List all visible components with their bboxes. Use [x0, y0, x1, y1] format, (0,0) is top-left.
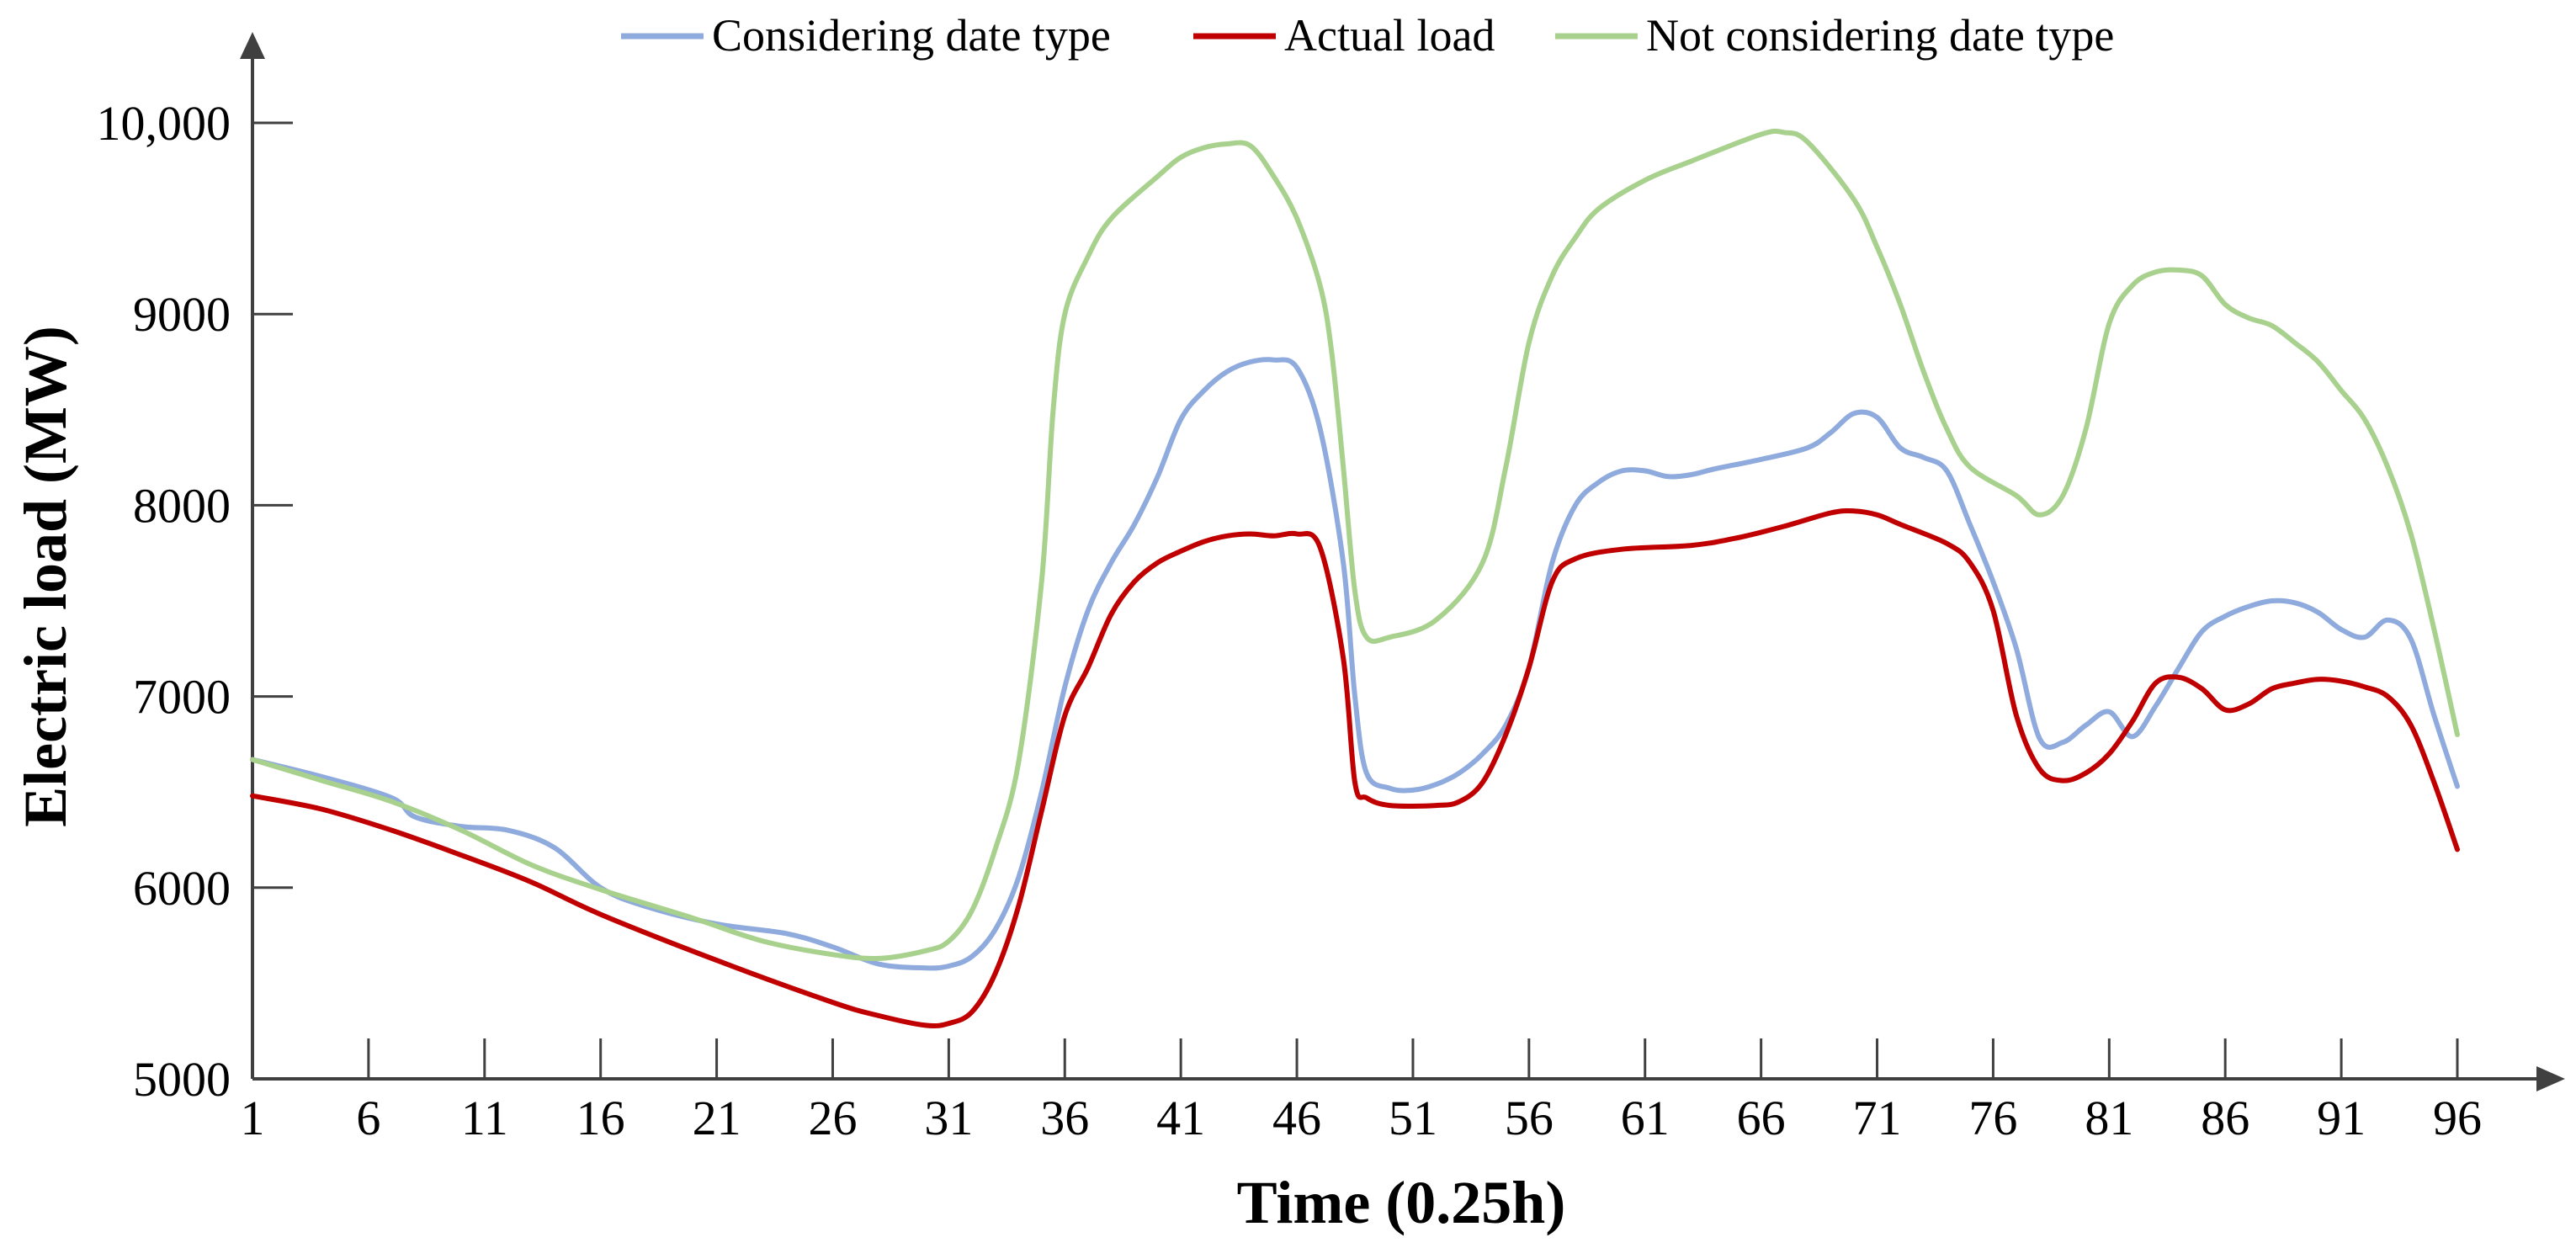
y-tick-label: 6000 — [133, 861, 231, 916]
x-tick-label: 66 — [1737, 1091, 1786, 1145]
legend-label-actual-load: Actual load — [1284, 10, 1495, 61]
x-tick-label: 56 — [1505, 1091, 1554, 1145]
x-tick-label: 26 — [808, 1091, 857, 1145]
x-axis-title: Time (0.25h) — [1237, 1169, 1566, 1236]
y-tick-label: 8000 — [133, 478, 231, 533]
legend-label-considering-date-type: Considering date type — [712, 10, 1111, 61]
x-tick-label: 1 — [241, 1091, 265, 1145]
x-tick-label: 21 — [693, 1091, 741, 1145]
x-tick-label: 31 — [924, 1091, 973, 1145]
series-line-not-considering-date-type — [250, 128, 2460, 962]
x-tick-label: 11 — [461, 1091, 508, 1145]
legend-label-not-considering-date-type: Not considering date type — [1646, 10, 2114, 61]
x-tick-label: 71 — [1853, 1091, 1902, 1145]
series-lines — [250, 128, 2460, 1029]
x-tick-label: 91 — [2317, 1091, 2366, 1145]
x-tick-label: 16 — [576, 1091, 625, 1145]
x-tick-label: 76 — [1968, 1091, 2017, 1145]
x-tick-label: 81 — [2085, 1091, 2133, 1145]
x-tick-label: 41 — [1156, 1091, 1205, 1145]
y-tick-label: 9000 — [133, 287, 231, 342]
y-tick-label: 5000 — [133, 1052, 231, 1107]
x-tick-label: 46 — [1272, 1091, 1321, 1145]
x-tick-label: 86 — [2201, 1091, 2249, 1145]
x-axis-arrow — [2536, 1066, 2565, 1091]
x-tick-label: 36 — [1040, 1091, 1089, 1145]
x-tick-label: 96 — [2433, 1091, 2482, 1145]
x-tick-label: 6 — [356, 1091, 380, 1145]
x-ticks: 1 6 11 16 21 26 31 36 41 46 51 56 61 66 71 76 81 86 91 96 — [241, 1038, 2482, 1145]
y-ticks: 5000 6000 7000 8000 9000 10,000 — [97, 96, 293, 1107]
x-tick-label: 61 — [1621, 1091, 1670, 1145]
y-tick-label: 7000 — [133, 670, 231, 725]
y-tick-label: 10,000 — [97, 96, 231, 151]
y-axis-arrow — [240, 32, 265, 59]
axes — [240, 32, 2565, 1091]
x-tick-label: 51 — [1389, 1091, 1437, 1145]
legend: Considering date type Actual load Not co… — [621, 10, 2114, 61]
series-line-considering-date-type — [250, 357, 2460, 971]
series-line-actual-load — [250, 507, 2460, 1029]
y-axis-title: Electric load (MW) — [12, 326, 79, 827]
